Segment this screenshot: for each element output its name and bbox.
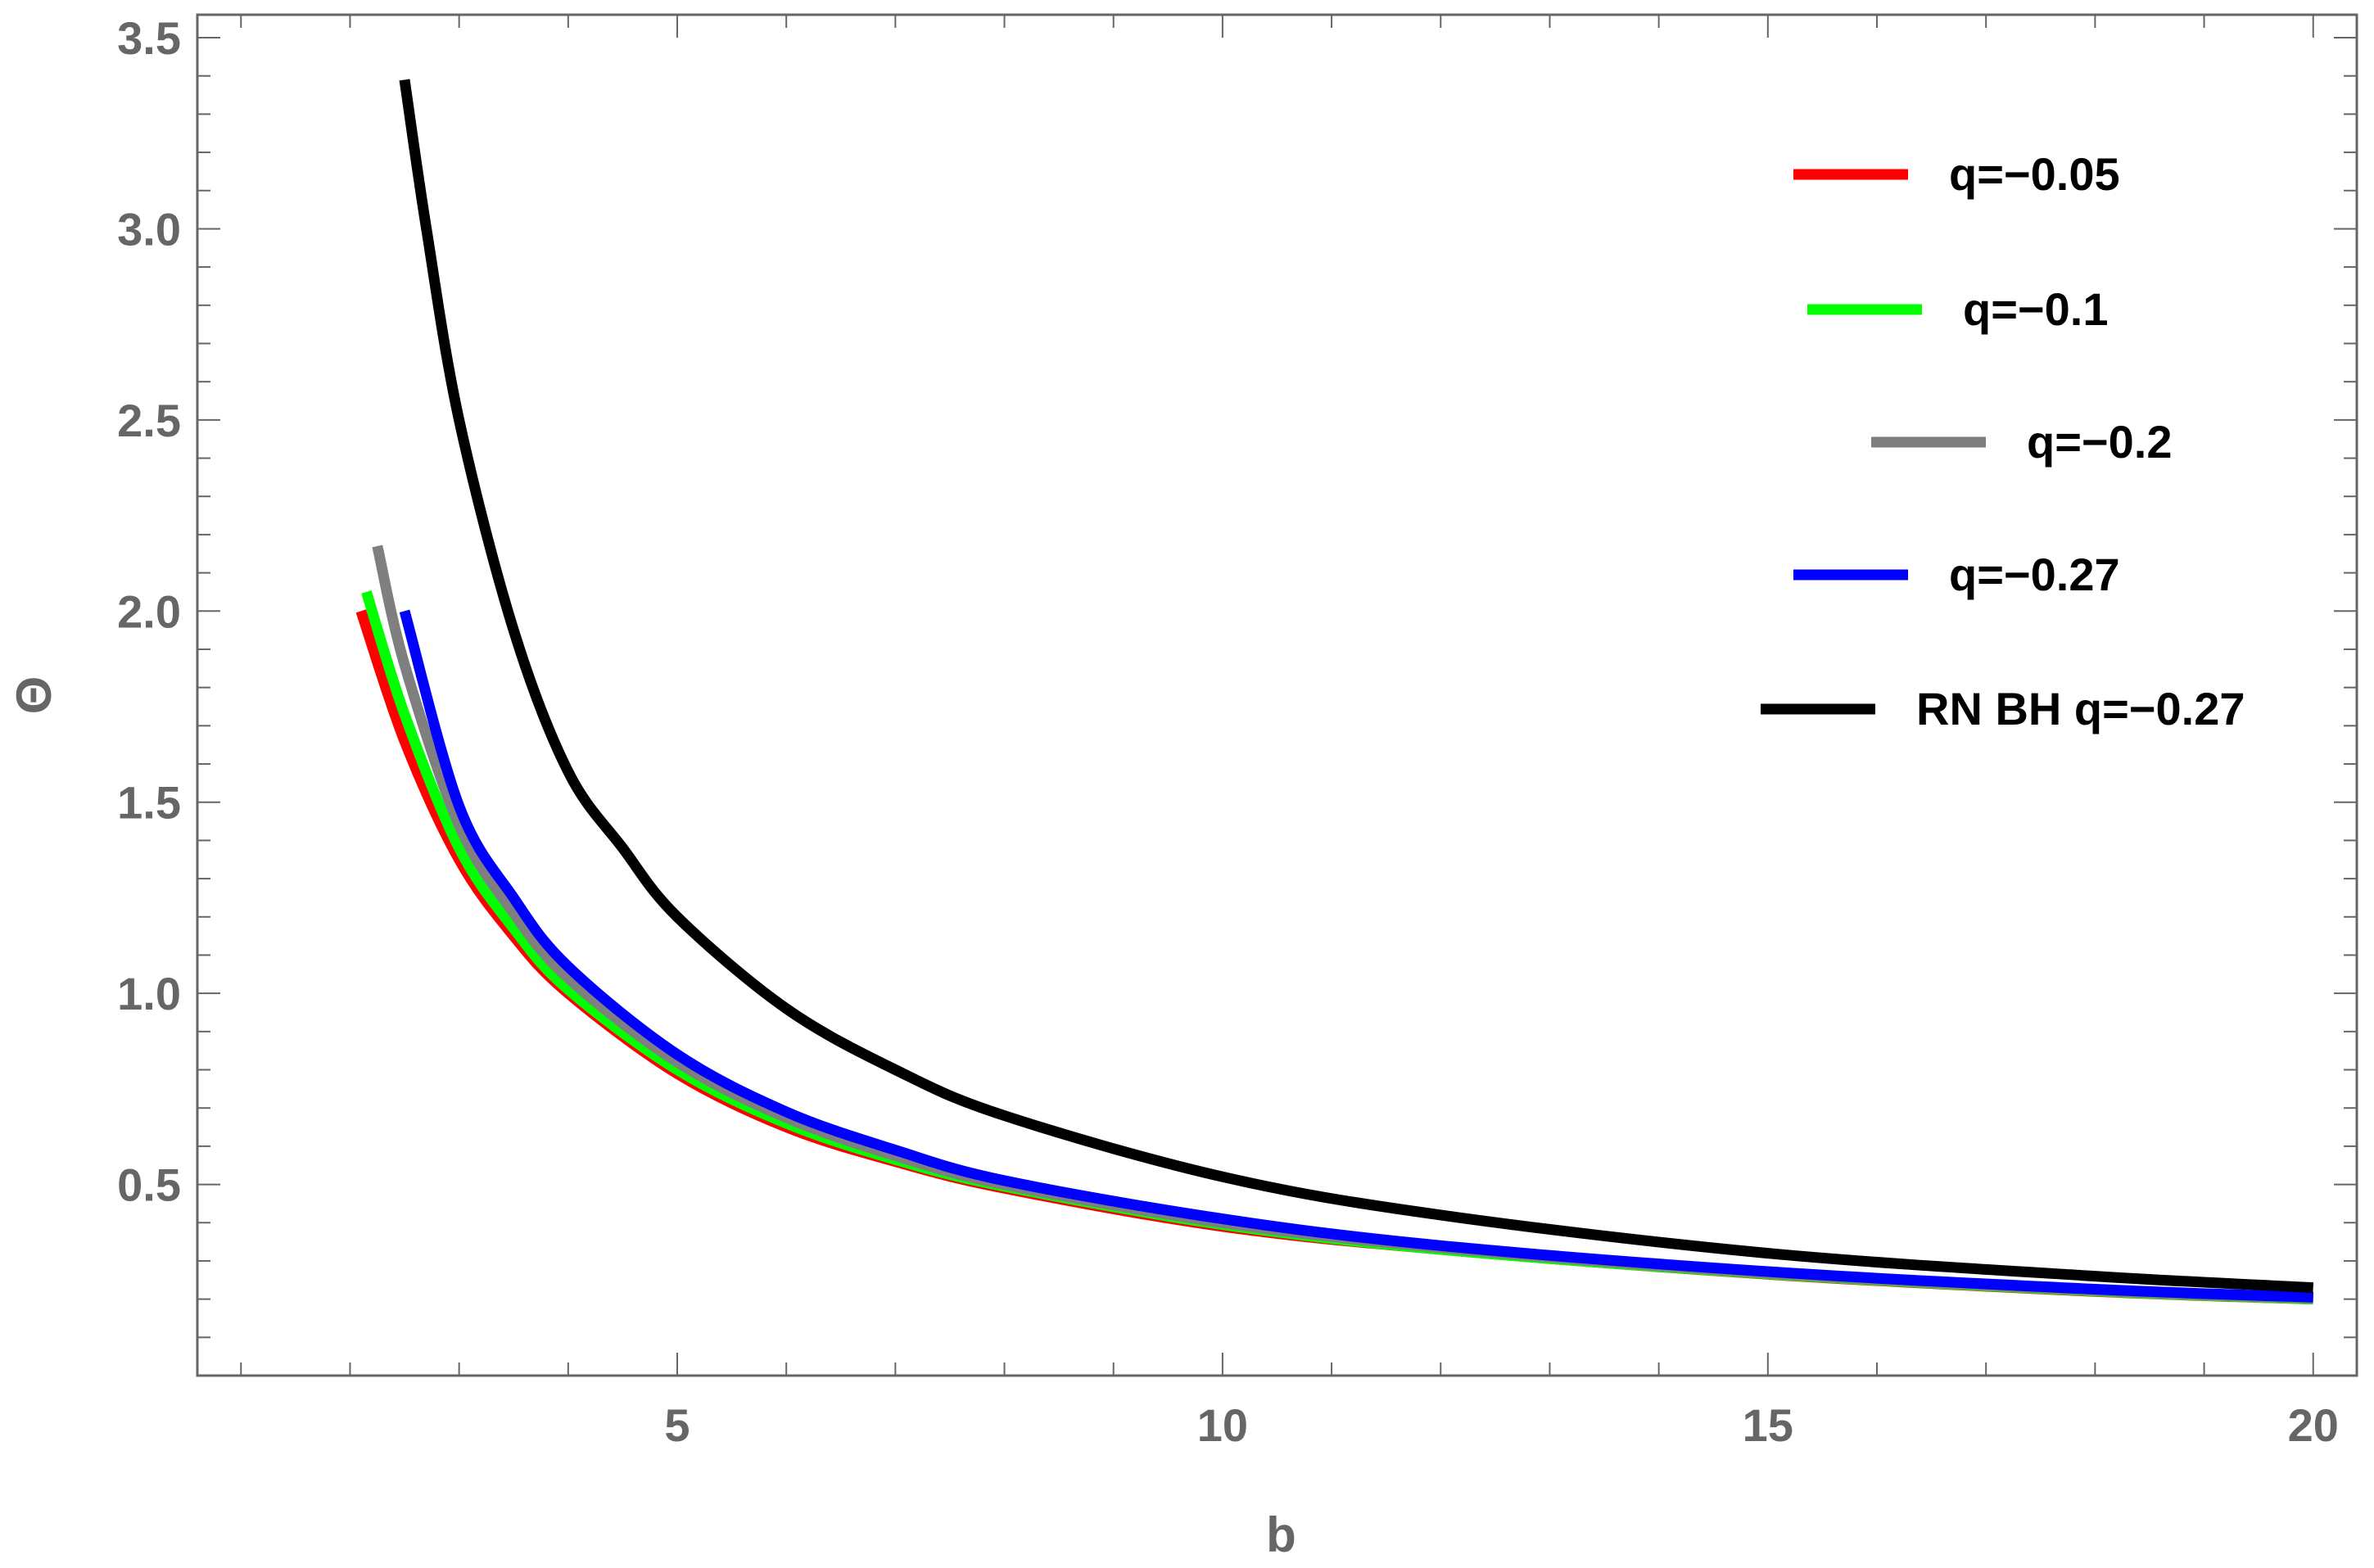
y-tick-label: 2.0 (117, 585, 181, 637)
legend-label: q=−0.2 (2027, 416, 2172, 468)
y-tick-label: 3.5 (117, 12, 181, 64)
legend-item-q-0-1: q=−0.1 (1807, 283, 2108, 335)
y-tick-label: 2.5 (117, 395, 181, 446)
legend-label: RN BH q=−0.27 (1916, 683, 2245, 734)
legend-label: q=−0.27 (1949, 549, 2120, 600)
legend-item-rn-bh: RN BH q=−0.27 (1761, 683, 2245, 734)
legend-item-q-0-2: q=−0.2 (1871, 416, 2172, 468)
legend: q=−0.05 q=−0.1 q=−0.2 q=−0.27 RN BH q=−0.27 (1761, 148, 2245, 734)
y-tick-label: 1.0 (117, 968, 181, 1019)
labels-layer: 5 10 15 20 0.5 1.0 1.5 2.0 2.5 3.0 3.5 b Θ (7, 12, 2339, 1562)
x-axis-title: b (1266, 1507, 1296, 1562)
y-axis-title: Θ (7, 676, 61, 715)
plot-frame (196, 13, 2358, 1377)
y-tick-label: 3.0 (117, 203, 181, 255)
legend-item-q-0-05: q=−0.05 (1793, 148, 2120, 200)
legend-item-q-0-27: q=−0.27 (1793, 549, 2120, 600)
ticks-layer (197, 15, 2357, 1376)
legend-label: q=−0.05 (1949, 148, 2120, 200)
y-tick-label: 1.5 (117, 777, 181, 829)
series-layer (355, 79, 2314, 1305)
y-tick-label: 0.5 (117, 1159, 181, 1211)
x-tick-label: 15 (1743, 1399, 1793, 1451)
x-tick-label: 5 (664, 1399, 690, 1451)
series-q-0-27-line (399, 609, 2313, 1303)
x-tick-label: 10 (1197, 1399, 1248, 1451)
legend-label: q=−0.1 (1963, 283, 2108, 335)
x-tick-label: 20 (2288, 1399, 2339, 1451)
series-rn-bh-line (399, 79, 2314, 1294)
